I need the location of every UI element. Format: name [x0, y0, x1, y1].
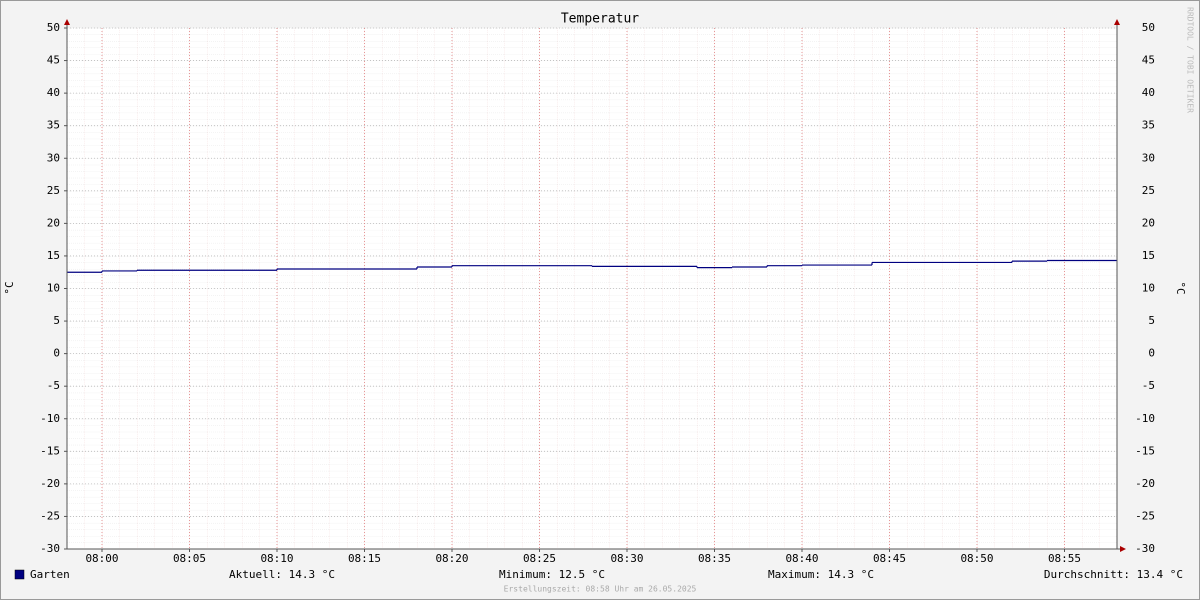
x-tick-label: 08:55 [1048, 552, 1081, 565]
y-tick-label: -10 [40, 412, 60, 425]
y-tick-label: -25 [40, 509, 60, 522]
y2-tick-label: 35 [1142, 119, 1155, 132]
x-tick-label: 08:45 [873, 552, 906, 565]
y-tick-label: 15 [47, 249, 60, 262]
y2-tick-label: -15 [1135, 444, 1155, 457]
legend-stat: Maximum: 14.3 °C [768, 568, 874, 581]
y-tick-label: -20 [40, 477, 60, 490]
y2-tick-label: 0 [1148, 347, 1155, 360]
y2-tick-label: 5 [1148, 314, 1155, 327]
y-tick-label: 20 [47, 216, 60, 229]
watermark: RRDTOOL / TOBI OETIKER [1186, 7, 1195, 113]
x-tick-label: 08:35 [698, 552, 731, 565]
y2-tick-label: -30 [1135, 542, 1155, 555]
legend-label: Garten [30, 568, 70, 581]
y-tick-label: 30 [47, 151, 60, 164]
y-tick-label: 0 [53, 347, 60, 360]
x-tick-label: 08:20 [435, 552, 468, 565]
y-tick-label: 45 [47, 54, 60, 67]
y2-tick-label: 50 [1142, 21, 1155, 34]
y2-tick-label: 45 [1142, 54, 1155, 67]
axis-arrow [1114, 19, 1120, 25]
legend-swatch [14, 569, 25, 580]
y2-tick-label: 40 [1142, 86, 1155, 99]
y2-tick-label: 15 [1142, 249, 1155, 262]
y-tick-label: 5 [53, 314, 60, 327]
x-tick-label: 08:40 [785, 552, 818, 565]
y2-tick-label: -25 [1135, 509, 1155, 522]
legend-stat: Minimum: 12.5 °C [499, 568, 605, 581]
x-tick-label: 08:00 [85, 552, 118, 565]
legend-stat: Durchschnitt: 13.4 °C [1044, 568, 1183, 581]
x-tick-label: 08:05 [173, 552, 206, 565]
x-tick-label: 08:50 [960, 552, 993, 565]
y2-tick-label: -10 [1135, 412, 1155, 425]
y-tick-label: 10 [47, 282, 60, 295]
y-axis-label: °C [3, 281, 16, 294]
x-tick-label: 08:30 [610, 552, 643, 565]
y2-tick-label: -20 [1135, 477, 1155, 490]
legend-stat: Aktuell: 14.3 °C [229, 568, 335, 581]
axis-arrow [1120, 546, 1126, 552]
y-tick-label: -30 [40, 542, 60, 555]
y-tick-label: 35 [47, 119, 60, 132]
x-tick-label: 08:15 [348, 552, 381, 565]
y2-tick-label: 10 [1142, 282, 1155, 295]
y2-tick-label: 30 [1142, 151, 1155, 164]
y-tick-label: 25 [47, 184, 60, 197]
y2-tick-label: 20 [1142, 216, 1155, 229]
axis-arrow [64, 19, 70, 25]
plot-layer [67, 27, 1117, 550]
y-tick-label: 50 [47, 21, 60, 34]
footer: Erstellungszeit: 08:58 Uhr am 26.05.2025 [504, 585, 697, 594]
x-tick-label: 08:25 [523, 552, 556, 565]
y2-tick-label: -5 [1142, 379, 1155, 392]
y-tick-label: -15 [40, 444, 60, 457]
y-tick-label: -5 [47, 379, 60, 392]
y2-tick-label: 25 [1142, 184, 1155, 197]
x-tick-label: 08:10 [260, 552, 293, 565]
y-tick-label: 40 [47, 86, 60, 99]
chart-title: Temperatur [561, 12, 639, 27]
y2-axis-label: °C [1174, 281, 1187, 294]
